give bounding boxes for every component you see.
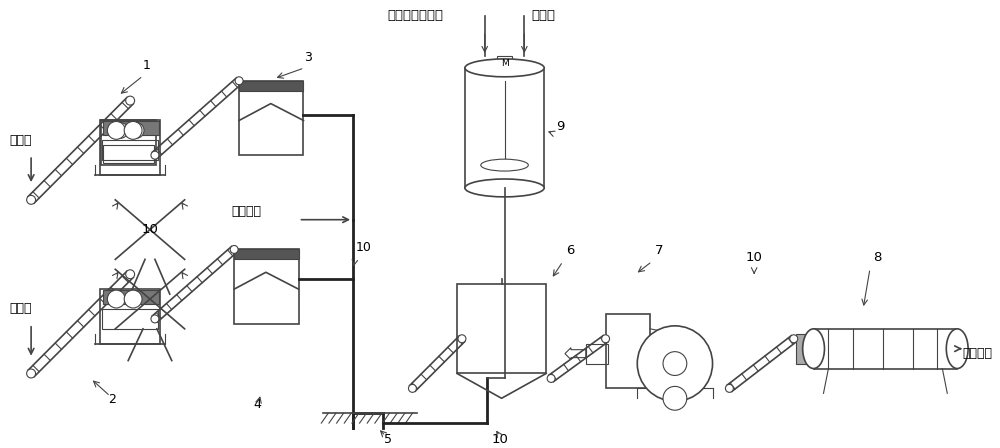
Bar [105, 122, 152, 134]
Text: 2: 2 [108, 393, 116, 406]
Text: 9: 9 [556, 121, 564, 134]
Circle shape [408, 384, 416, 392]
Bar [100, 121, 160, 175]
Circle shape [547, 375, 555, 383]
Text: 10: 10 [746, 251, 763, 264]
Circle shape [126, 270, 135, 279]
Circle shape [663, 352, 687, 375]
Ellipse shape [465, 179, 544, 197]
Text: 4: 4 [253, 398, 261, 411]
Bar [100, 289, 160, 344]
Bar [103, 145, 154, 163]
Bar [497, 56, 512, 72]
Text: 10: 10 [356, 241, 372, 254]
Circle shape [663, 386, 687, 410]
Circle shape [128, 122, 144, 138]
Bar [796, 334, 814, 364]
Text: 腐殖酸: 腐殖酸 [531, 9, 555, 22]
Text: 5: 5 [384, 433, 392, 446]
Circle shape [790, 335, 798, 343]
Text: 3: 3 [304, 51, 312, 64]
Bar [239, 81, 303, 90]
Ellipse shape [465, 59, 544, 77]
Text: 1: 1 [143, 59, 151, 72]
Bar [457, 284, 546, 374]
Bar [234, 250, 299, 259]
Circle shape [107, 290, 125, 308]
Text: 10: 10 [142, 223, 158, 236]
Bar [103, 290, 159, 304]
Circle shape [27, 195, 36, 204]
Text: M: M [501, 60, 508, 69]
Circle shape [725, 384, 733, 392]
Circle shape [230, 246, 238, 254]
Circle shape [151, 151, 159, 159]
Circle shape [112, 122, 128, 138]
Text: 生石灰: 生石灰 [9, 302, 32, 315]
Bar [606, 314, 650, 388]
Circle shape [126, 96, 135, 105]
Text: 颗粒产品: 颗粒产品 [962, 347, 992, 360]
Circle shape [637, 326, 713, 401]
Bar [101, 121, 156, 165]
Text: 6: 6 [566, 245, 574, 258]
Circle shape [151, 315, 159, 323]
Text: 氨水或氢氧化钠: 氨水或氢氧化钠 [388, 9, 444, 22]
Circle shape [124, 290, 142, 308]
Circle shape [602, 335, 610, 343]
Ellipse shape [803, 329, 824, 369]
Bar [586, 344, 608, 364]
Text: 10: 10 [491, 433, 508, 446]
Circle shape [124, 121, 142, 139]
Bar [102, 140, 158, 160]
Bar [103, 121, 159, 135]
FancyArrow shape [565, 348, 586, 360]
Circle shape [458, 335, 466, 343]
Text: 8: 8 [873, 251, 881, 264]
Ellipse shape [946, 329, 968, 369]
Bar [239, 81, 303, 155]
Text: 水或氨水: 水或氨水 [231, 205, 261, 218]
Text: 7: 7 [655, 245, 664, 258]
Bar [465, 68, 544, 188]
Circle shape [27, 369, 36, 378]
Circle shape [107, 121, 125, 139]
Bar [102, 309, 158, 329]
Text: 生物质: 生物质 [9, 134, 32, 147]
Ellipse shape [481, 159, 528, 171]
Bar [234, 250, 299, 324]
Circle shape [235, 77, 243, 85]
